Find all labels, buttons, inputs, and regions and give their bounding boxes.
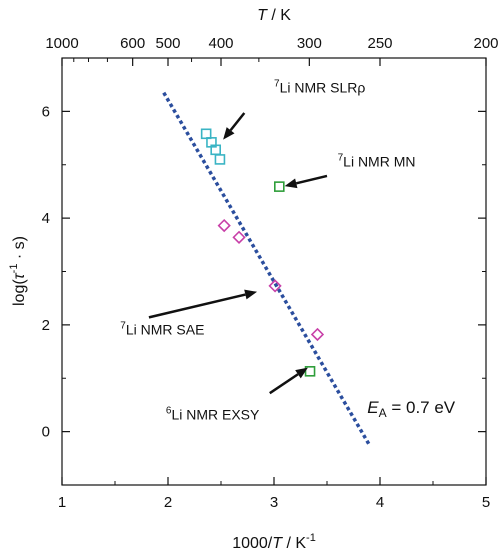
- data-point-square: [200, 128, 212, 140]
- annotation-label: 7Li NMR MN: [338, 152, 416, 169]
- annotations: 7Li NMR SLRρ 7Li NMR MN 7Li NMR SAE 6Li NMR…: [120, 79, 415, 423]
- top-tick-label: 500: [155, 35, 180, 52]
- x-tick-label: 1: [58, 494, 66, 511]
- arrow-head: [284, 178, 298, 189]
- top-axis: 1000 600 500 400 300 250 200: [45, 35, 499, 66]
- fit-line: [162, 91, 371, 446]
- x-tick-label: 3: [270, 494, 278, 511]
- data-point-square: [304, 366, 316, 377]
- activation-energy-label: EA = 0.7 eV: [367, 398, 456, 420]
- top-tick-label: 300: [297, 35, 322, 52]
- x-axis-title: 1000/T / K-1: [232, 532, 316, 552]
- y-tick-label: 4: [42, 210, 50, 227]
- annotation-arrow: [148, 293, 246, 319]
- top-tick-label: 200: [473, 35, 498, 52]
- arrow-head: [295, 367, 308, 379]
- data-point-square: [214, 154, 226, 165]
- data-point-diamond: [310, 327, 325, 342]
- annotation-arrow: [229, 112, 246, 132]
- x-tick-label: 4: [376, 494, 384, 511]
- top-tick-label: 600: [120, 35, 145, 52]
- data-point-diamond: [217, 218, 231, 233]
- x-tick-label: 5: [482, 494, 490, 511]
- data-point-diamond: [232, 230, 246, 244]
- arrow-head: [223, 127, 235, 140]
- plot-frame: [61, 57, 487, 486]
- data-point-square: [273, 181, 285, 192]
- data-point-diamond: [268, 279, 282, 293]
- annotation-arrow: [269, 373, 299, 395]
- y-tick-label: 2: [42, 317, 50, 334]
- fit-line-group: [162, 91, 371, 446]
- annotation-arrow: [295, 174, 328, 185]
- annotation-label: 6Li NMR EXSY: [166, 405, 260, 422]
- top-tick-label: 400: [208, 35, 233, 52]
- y-tick-label: 0: [42, 424, 50, 441]
- top-tick-label: 250: [367, 35, 392, 52]
- y-axis-title: log(τ-1 · s): [8, 236, 28, 306]
- y-tick-label: 6: [42, 103, 50, 120]
- x-tick-label: 2: [164, 494, 172, 511]
- annotation-label: 7Li NMR SAE: [120, 320, 204, 337]
- data-points: [200, 128, 325, 377]
- top-axis-title: T / K: [257, 7, 291, 24]
- arrow-head: [244, 289, 258, 300]
- annotation-label: 7Li NMR SLRρ: [274, 79, 365, 96]
- axis-ticks: 1 2 3 4 5 0 2 4 6: [42, 57, 490, 511]
- top-tick-label: 1000: [45, 35, 78, 52]
